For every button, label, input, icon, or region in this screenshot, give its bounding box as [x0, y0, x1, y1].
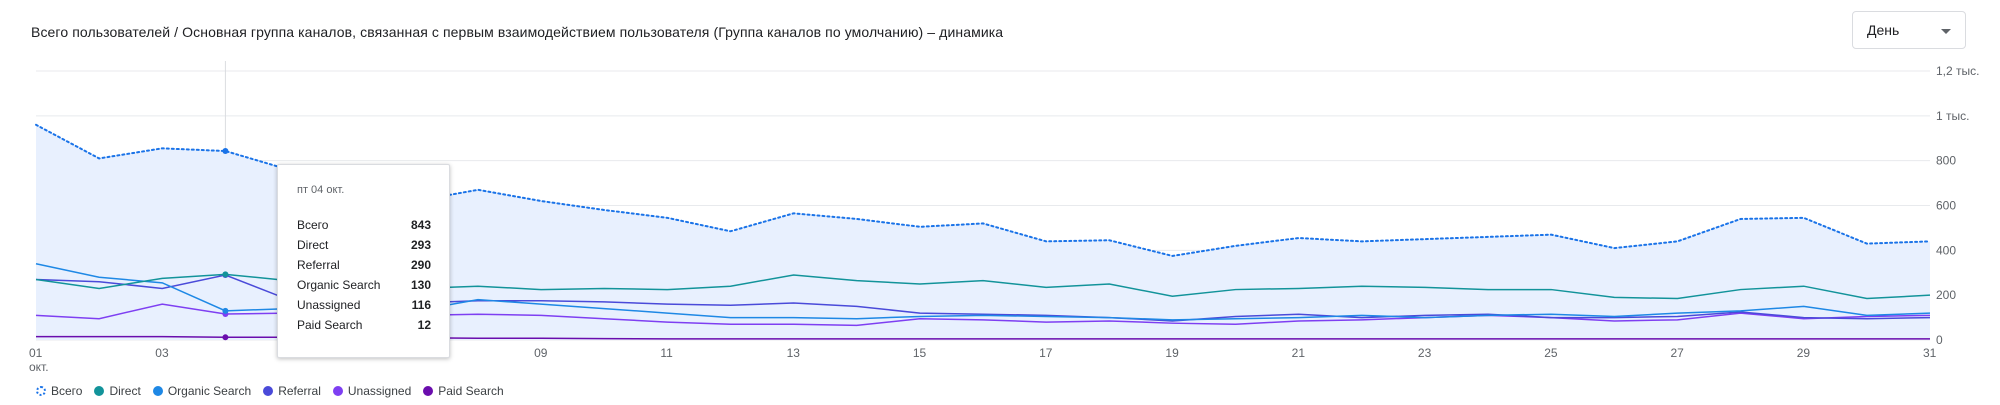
- x-tick-label: 09: [534, 346, 548, 360]
- tooltip-row-label: Unassigned: [297, 298, 361, 312]
- data-point: [222, 307, 229, 314]
- legend-swatch-icon: [332, 386, 343, 396]
- tooltip-row-value: 12: [417, 318, 431, 332]
- x-tick-label: 03: [155, 346, 169, 360]
- legend-swatch-icon: [94, 386, 105, 396]
- legend-label: Paid Search: [438, 384, 504, 398]
- x-axis-month-label: окт.: [29, 360, 49, 374]
- x-tick-label: 01: [29, 346, 43, 360]
- legend-label: Direct: [109, 384, 141, 398]
- chart-legend: Всего Direct Organic Search Referral Unassig…: [36, 383, 516, 399]
- total-area-fill: [36, 124, 1930, 340]
- legend-item[interactable]: Всего: [36, 384, 82, 398]
- tooltip-row-label: Всего: [297, 218, 329, 232]
- data-point: [222, 334, 229, 341]
- tooltip-row: Referral 290: [297, 258, 431, 278]
- x-tick-label: 31: [1923, 346, 1937, 360]
- data-point: [222, 271, 229, 278]
- chevron-down-icon: [1941, 29, 1951, 34]
- legend-label: Referral: [278, 384, 321, 398]
- x-tick-label: 17: [1039, 346, 1053, 360]
- tooltip-row-value: 293: [410, 238, 431, 252]
- legend-label: Organic Search: [167, 384, 252, 398]
- chart-tooltip: пт 04 окт. Всего 843 Direct 293 Referral 290 O…: [277, 164, 450, 358]
- tooltip-row-label: Paid Search: [297, 318, 363, 332]
- tooltip-row-value: 843: [410, 218, 431, 232]
- legend-item[interactable]: Organic Search: [152, 384, 252, 398]
- tooltip-row: Direct 293: [297, 238, 431, 258]
- y-tick-label: 0: [1936, 333, 1943, 347]
- tooltip-date: пт 04 окт.: [297, 184, 345, 196]
- y-tick-label: 400: [1936, 243, 1956, 257]
- tooltip-row-label: Organic Search: [297, 278, 381, 292]
- tooltip-row-label: Referral: [297, 258, 340, 272]
- y-tick-label: 800: [1936, 154, 1956, 168]
- legend-label: Всего: [51, 384, 83, 398]
- tooltip-row: Всего 843: [297, 218, 431, 238]
- x-tick-label: 15: [913, 346, 927, 360]
- x-tick-label: 13: [787, 346, 801, 360]
- y-tick-label: 1,2 тыс.: [1936, 64, 1979, 78]
- tooltip-row-value: 130: [410, 278, 431, 292]
- x-tick-label: 19: [1165, 346, 1179, 360]
- legend-item[interactable]: Direct: [94, 384, 141, 398]
- legend-swatch-icon: [263, 386, 274, 396]
- x-tick-label: 23: [1418, 346, 1432, 360]
- chart-title: Всего пользователей / Основная группа ка…: [31, 24, 1004, 40]
- legend-swatch-icon: [36, 386, 46, 396]
- legend-swatch-icon: [152, 386, 163, 396]
- tooltip-row-value: 290: [410, 258, 431, 272]
- tooltip-row: Paid Search 12: [297, 318, 431, 338]
- legend-item[interactable]: Referral: [263, 384, 321, 398]
- tooltip-row-label: Direct: [297, 238, 329, 252]
- legend-label: Unassigned: [347, 384, 412, 398]
- x-tick-label: 27: [1670, 346, 1684, 360]
- legend-swatch-icon: [423, 386, 434, 396]
- tooltip-row: Organic Search 130: [297, 278, 431, 298]
- granularity-value: День: [1867, 22, 1900, 38]
- series-line-всего: [35, 123, 1931, 257]
- x-tick-label: 11: [660, 346, 673, 360]
- legend-item[interactable]: Unassigned: [332, 384, 412, 398]
- y-tick-label: 1 тыс.: [1936, 109, 1969, 123]
- y-tick-label: 200: [1936, 288, 1956, 302]
- legend-item[interactable]: Paid Search: [423, 384, 504, 398]
- data-point: [222, 148, 229, 155]
- granularity-dropdown[interactable]: День: [1852, 11, 1966, 49]
- x-tick-label: 21: [1292, 346, 1306, 360]
- tooltip-row-value: 116: [411, 298, 431, 312]
- tooltip-row: Unassigned 116: [297, 298, 431, 318]
- x-tick-label: 25: [1544, 346, 1558, 360]
- x-tick-label: 29: [1797, 346, 1811, 360]
- y-tick-label: 600: [1936, 199, 1956, 213]
